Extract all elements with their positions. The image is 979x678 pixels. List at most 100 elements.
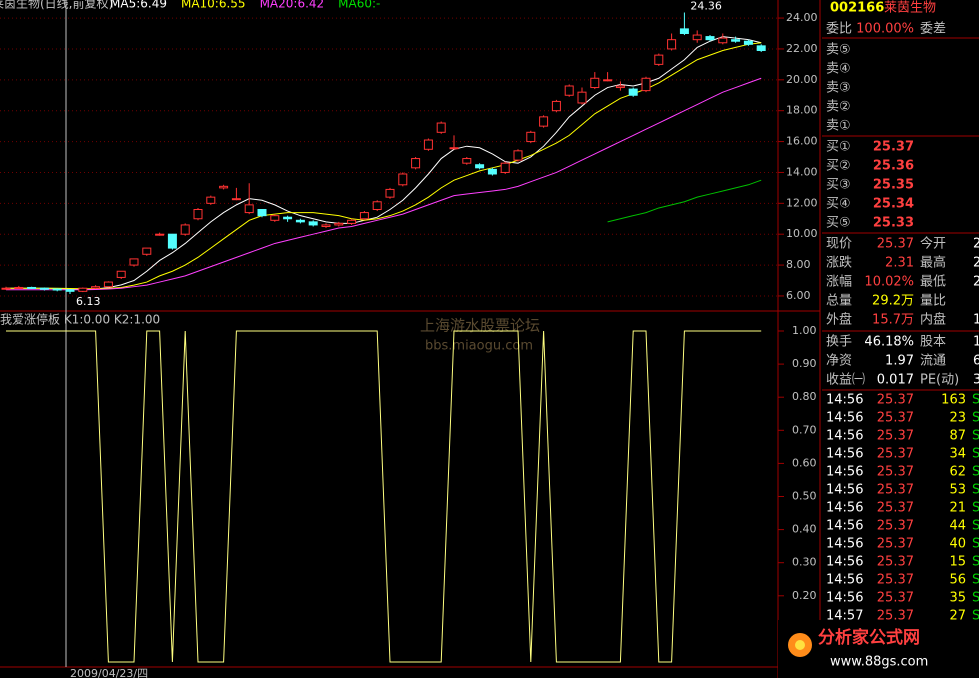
y-tick-label: 14.00 xyxy=(786,165,818,178)
quote-text: 34 xyxy=(949,447,966,462)
candle-body xyxy=(692,34,702,41)
candle-body xyxy=(705,36,715,41)
price-annotation: 24.36 xyxy=(690,0,722,13)
y-tick-label: 12.00 xyxy=(786,196,818,209)
quote-text: 10.02% xyxy=(864,275,914,290)
quote-text: S xyxy=(972,411,979,426)
quote-text: 14:56 xyxy=(826,411,863,426)
quote-text: S xyxy=(972,609,979,624)
quote-text: 23 xyxy=(949,411,966,426)
candle-body xyxy=(654,54,664,65)
quote-text: 25.37 xyxy=(877,519,914,534)
quote-text: 14:56 xyxy=(826,555,863,570)
quote-text: 最低 xyxy=(920,275,946,290)
quote-text: 外盘 xyxy=(826,312,852,328)
quote-text: 25.37 xyxy=(877,573,914,588)
logo-bg xyxy=(778,620,979,678)
quote-text: 25.37 xyxy=(877,447,914,462)
quote-text: 今开 xyxy=(920,236,946,252)
candle-body xyxy=(65,289,75,292)
quote-text: 14:56 xyxy=(826,447,863,462)
candle-body xyxy=(756,45,766,51)
y-tick-label: 1.00 xyxy=(792,324,817,337)
quote-header-bg xyxy=(822,0,979,16)
logo-url: www.88gs.com xyxy=(830,655,928,670)
candle-body xyxy=(334,222,344,226)
watermark: 上海游水股票论坛 xyxy=(420,317,540,335)
quote-text: 100.00% xyxy=(856,22,914,37)
candle-body xyxy=(500,162,510,173)
quote-text: 14:57 xyxy=(826,609,863,624)
quote-text: 买③ xyxy=(826,178,851,193)
quote-text: 002166 xyxy=(830,1,884,16)
quote-text: 卖② xyxy=(826,100,851,115)
candle-body xyxy=(39,287,49,290)
candle-body xyxy=(539,116,549,127)
quote-text: 卖⑤ xyxy=(826,43,851,58)
candle-body xyxy=(347,219,357,224)
candle-body xyxy=(129,258,139,266)
quote-text: S xyxy=(972,429,979,444)
quote-text: 1. xyxy=(973,335,979,350)
y-tick-label: 0.40 xyxy=(792,523,817,536)
candle-body xyxy=(513,150,523,161)
quote-text: 0.017 xyxy=(877,373,914,388)
candle-body xyxy=(257,208,267,217)
quote-text: 流通 xyxy=(920,354,946,369)
quote-text: 买① xyxy=(826,140,851,155)
candle-body xyxy=(590,77,600,89)
quote-text: S xyxy=(972,447,979,462)
candle-body xyxy=(231,198,241,201)
quote-text: 2 xyxy=(973,256,979,271)
quote-text: 14:56 xyxy=(826,591,863,606)
quote-text: 25.37 xyxy=(877,483,914,498)
quote-text: 14:56 xyxy=(826,393,863,408)
quote-text: 25.37 xyxy=(877,609,914,624)
y-tick-label: 0.20 xyxy=(792,589,817,602)
quote-text: 25.37 xyxy=(877,237,914,252)
candle-body xyxy=(372,201,382,210)
candle-body xyxy=(180,224,190,235)
candle-body xyxy=(244,204,254,214)
quote-text: 莱茵生物 xyxy=(884,1,936,16)
candle-body xyxy=(449,147,459,150)
quote-text: 14:56 xyxy=(826,501,863,516)
candle-body xyxy=(283,216,293,220)
quote-text: 13 xyxy=(973,313,979,328)
y-tick-label: 18.00 xyxy=(786,104,818,117)
candle-body xyxy=(423,139,433,150)
quote-text: 25.37 xyxy=(877,555,914,570)
candle-body xyxy=(667,39,677,50)
quote-text: 最高 xyxy=(920,255,946,271)
quote-text: 25.37 xyxy=(877,591,914,606)
candle-body xyxy=(564,85,574,96)
candle-body xyxy=(641,77,651,92)
chart-title: 莱茵生物(日线,前复权) xyxy=(0,0,113,11)
candle-body xyxy=(475,164,485,169)
candle-body xyxy=(411,158,421,169)
y-tick-label: 22.00 xyxy=(786,42,818,55)
quote-text: 卖① xyxy=(826,119,851,134)
y-tick-label: 0.80 xyxy=(792,390,817,403)
quote-text: S xyxy=(972,537,979,552)
logo-flower-center xyxy=(795,640,805,650)
ma-label: MA10:6.55 xyxy=(181,0,246,11)
quote-text: 40 xyxy=(949,537,966,552)
quote-text: 15.7万 xyxy=(872,313,914,328)
quote-text: 14:56 xyxy=(826,465,863,480)
candle-body xyxy=(398,173,408,186)
candle-body xyxy=(603,79,613,82)
indicator-line xyxy=(6,330,762,663)
quote-text: 25.37 xyxy=(877,411,914,426)
candle-body xyxy=(14,286,24,289)
candle-body xyxy=(52,288,62,291)
quote-text: 25.33 xyxy=(873,216,914,231)
ma-label: MA20:6.42 xyxy=(260,0,325,11)
quote-text: 现价 xyxy=(826,237,852,252)
quote-text: S xyxy=(972,555,979,570)
candle-body xyxy=(78,287,88,292)
y-tick-label: 20.00 xyxy=(786,73,818,86)
quote-text: S xyxy=(972,519,979,534)
candle-body xyxy=(103,281,113,288)
